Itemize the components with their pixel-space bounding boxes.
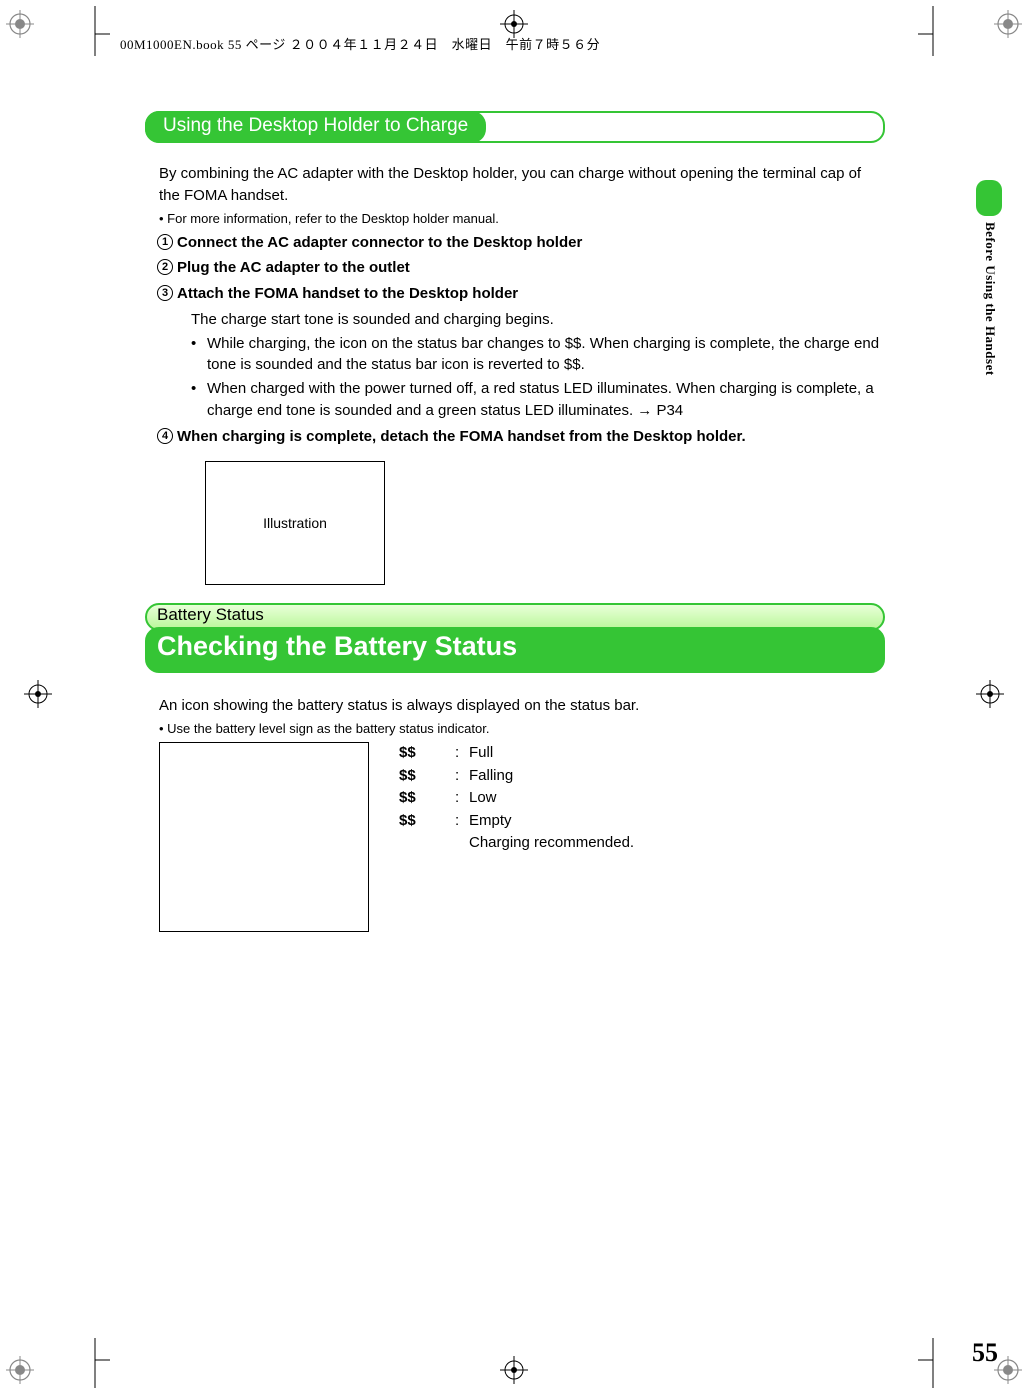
status-row-falling: $$ : Falling [399, 765, 634, 788]
page-content: Using the Desktop Holder to Charge By co… [145, 105, 885, 932]
section2-header: Battery Status Checking the Battery Stat… [145, 603, 885, 685]
crop-cross-icon [956, 670, 1004, 718]
crop-mark-icon [6, 10, 54, 58]
step-2: 2 Plug the AC adapter to the outlet [159, 257, 885, 279]
colon: : [455, 810, 469, 833]
document-header-meta: 00M1000EN.book 55 ページ ２００４年１１月２４日 水曜日 午前… [120, 34, 600, 53]
step-4: 4 When charging is complete, detach the … [159, 426, 885, 448]
section2-note: • Use the battery level sign as the batt… [159, 721, 885, 736]
colon: : [455, 742, 469, 765]
crop-l-icon [80, 6, 110, 56]
crop-l-icon [80, 1338, 110, 1388]
colon: : [455, 787, 469, 810]
side-section-label: Before Using the Handset [982, 222, 998, 376]
crop-mark-icon [974, 10, 1022, 58]
step-3-plain: The charge start tone is sounded and cha… [191, 309, 885, 331]
status-label: Empty [469, 810, 512, 833]
colon: : [455, 765, 469, 788]
status-icon: $$ [399, 810, 455, 833]
step-1-text: Connect the AC adapter connector to the … [177, 234, 582, 251]
status-extra: Charging recommended. [469, 832, 634, 855]
section-header: Using the Desktop Holder to Charge [145, 105, 885, 149]
step-number-icon: 1 [157, 234, 173, 250]
status-icon: $$ [399, 787, 455, 810]
battery-status-area: $$ : Full $$ : Falling $$ : Low $$ : Emp… [159, 742, 885, 932]
status-row-empty-extra: Charging recommended. [399, 832, 634, 855]
crop-cross-icon [24, 670, 72, 718]
step-3: 3 Attach the FOMA handset to the Desktop… [159, 283, 885, 305]
section2-subtitle: Battery Status [157, 605, 264, 625]
step-number-icon: 3 [157, 285, 173, 301]
status-icon: $$ [399, 765, 455, 788]
crop-l-icon [918, 6, 948, 56]
status-row-empty: $$ : Empty [399, 810, 634, 833]
step-2-text: Plug the AC adapter to the outlet [177, 259, 410, 276]
crop-mark-icon [6, 1336, 54, 1384]
battery-status-image-placeholder [159, 742, 369, 932]
section2-title: Checking the Battery Status [157, 631, 517, 662]
crop-l-icon [918, 1338, 948, 1388]
status-row-full: $$ : Full [399, 742, 634, 765]
step-3-bullet-1: While charging, the icon on the status b… [191, 333, 885, 377]
status-label: Falling [469, 765, 513, 788]
section1-intro: By combining the AC adapter with the Des… [159, 163, 885, 207]
step-number-icon: 2 [157, 259, 173, 275]
page-number: 55 [972, 1338, 998, 1368]
step-number-icon: 4 [157, 428, 173, 444]
status-label: Full [469, 742, 493, 765]
illustration-placeholder: Illustration [205, 461, 385, 585]
step-4-text: When charging is complete, detach the FO… [177, 428, 746, 445]
step-3-text: Attach the FOMA handset to the Desktop h… [177, 285, 518, 302]
step-3-bullet-2: When charged with the power turned off, … [191, 378, 885, 422]
crop-cross-icon [490, 1336, 538, 1384]
section2-intro: An icon showing the battery status is al… [159, 695, 885, 717]
side-tab-marker [976, 180, 1002, 216]
status-icon: $$ [399, 742, 455, 765]
section-title: Using the Desktop Holder to Charge [145, 111, 486, 143]
status-label: Low [469, 787, 497, 810]
step-1: 1 Connect the AC adapter connector to th… [159, 232, 885, 254]
steps-list: 1 Connect the AC adapter connector to th… [159, 232, 885, 448]
section1-note: • For more information, refer to the Des… [159, 211, 885, 226]
status-row-low: $$ : Low [399, 787, 634, 810]
battery-status-table: $$ : Full $$ : Falling $$ : Low $$ : Emp… [399, 742, 634, 855]
